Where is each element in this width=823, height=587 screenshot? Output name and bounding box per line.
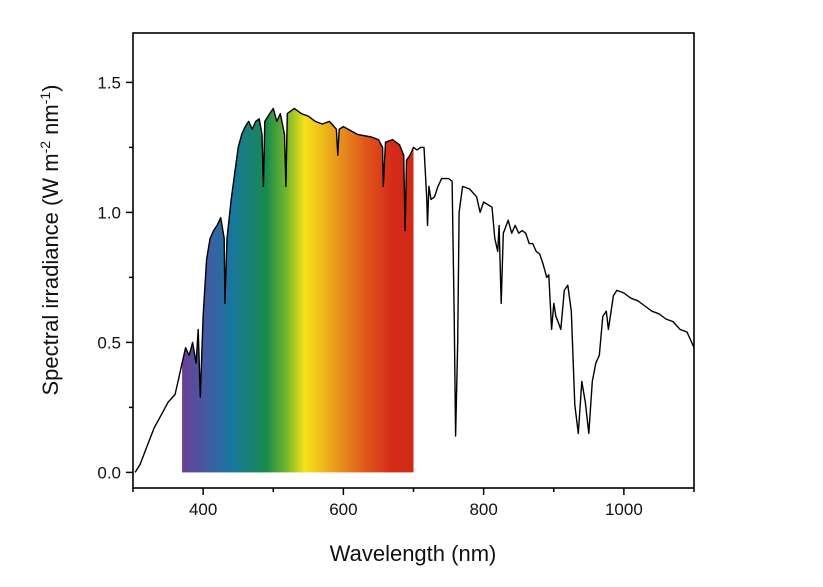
x-tick-label: 1000: [605, 500, 643, 519]
spectrum-line: [134, 107, 695, 473]
y-label-sup1: -2: [37, 141, 53, 154]
x-tick-label: 800: [469, 500, 497, 519]
visible-spectrum-fill: [182, 108, 414, 473]
y-label-mid: nm: [38, 104, 63, 141]
x-tick-label: 600: [329, 500, 357, 519]
x-axis-label: Wavelength (nm): [330, 541, 497, 566]
y-label-end: ): [38, 85, 63, 92]
axis-ticks: [126, 81, 695, 495]
y-tick-label: 0.0: [97, 463, 121, 482]
y-tick-label: 1.5: [97, 73, 121, 92]
x-tick-label: 400: [189, 500, 217, 519]
tick-labels: 400 600 800 1000 0.0 0.5 1.0 1.5: [97, 73, 642, 519]
y-tick-label: 1.0: [97, 203, 121, 222]
y-label-base: Spectral irradiance (W m: [38, 153, 63, 395]
y-tick-label: 0.5: [97, 333, 121, 352]
y-label-sup2: -1: [37, 92, 53, 105]
y-axis-label: Spectral irradiance (W m-2 nm-1): [37, 85, 63, 396]
